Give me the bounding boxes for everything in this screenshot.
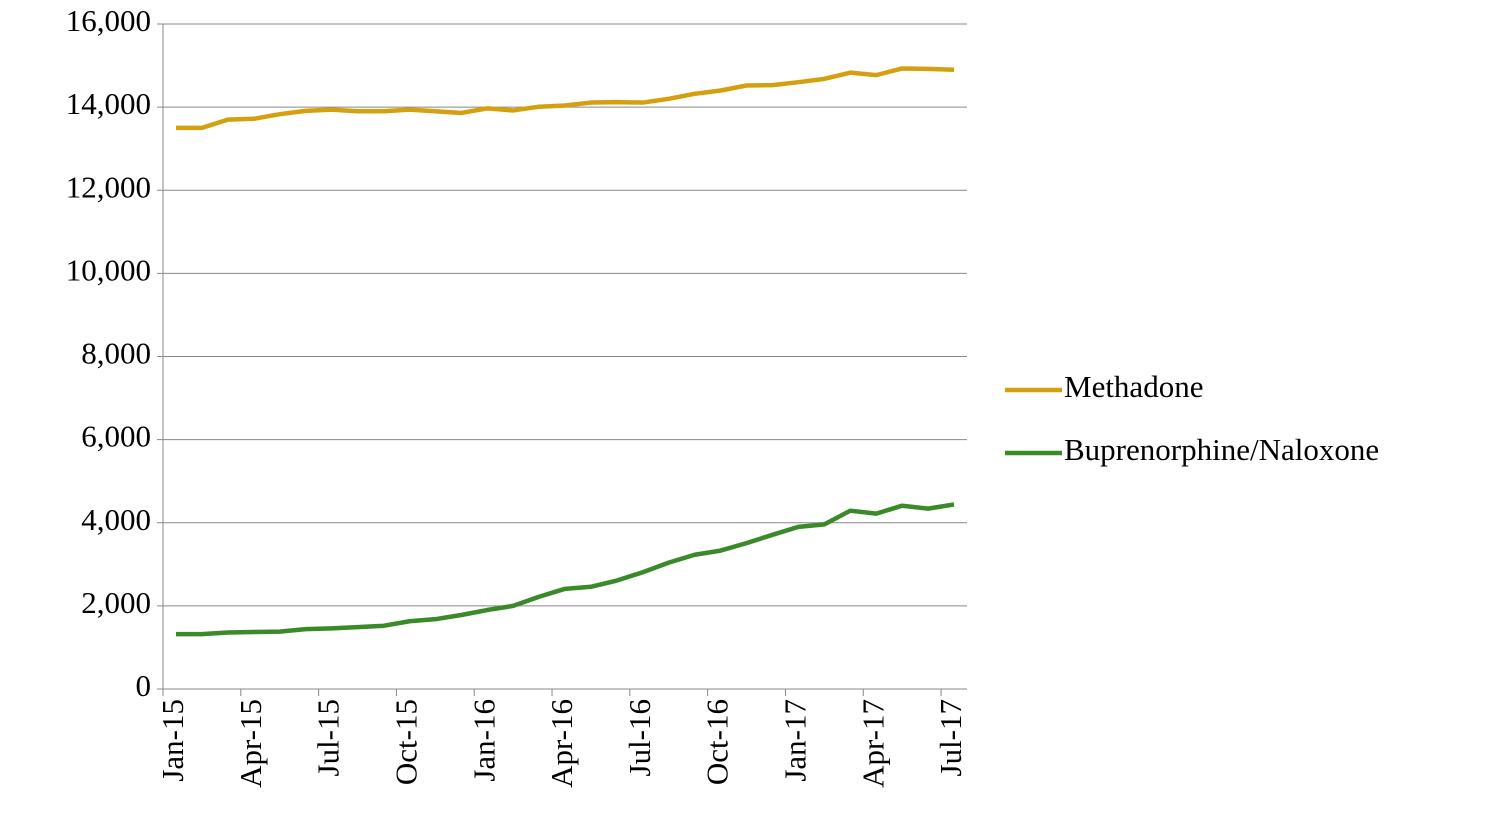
x-tick-label: Apr-17 (855, 699, 890, 788)
x-tick-label: Jan-16 (466, 699, 501, 782)
y-tick-label: 14,000 (66, 86, 151, 121)
y-tick-label: 2,000 (81, 585, 151, 620)
legend-label: Buprenorphine/Naloxone (1064, 432, 1379, 467)
x-tick-label: Apr-16 (544, 699, 579, 788)
y-tick-label: 4,000 (81, 502, 151, 537)
y-tick-label: 8,000 (81, 336, 151, 371)
line-series (175, 66, 955, 131)
x-tick-label: Jan-17 (778, 699, 813, 782)
x-tick-label: Jul-15 (311, 699, 346, 777)
y-tick-label: 12,000 (66, 169, 151, 204)
y-tick-label: 16,000 (66, 3, 151, 38)
y-tick-label: 10,000 (66, 252, 151, 287)
x-tick-label: Jul-16 (622, 699, 657, 777)
y-tick-label: 0 (136, 668, 152, 703)
x-tick-label: Oct-16 (700, 699, 735, 785)
y-tick-label: 6,000 (81, 419, 151, 454)
legend-label: Methadone (1064, 369, 1203, 404)
x-tick-label: Oct-15 (388, 699, 423, 785)
line-series (175, 502, 955, 637)
x-tick-label: Jan-15 (155, 699, 190, 782)
x-tick-label: Jul-17 (933, 699, 968, 777)
x-tick-label: Apr-15 (233, 699, 268, 788)
